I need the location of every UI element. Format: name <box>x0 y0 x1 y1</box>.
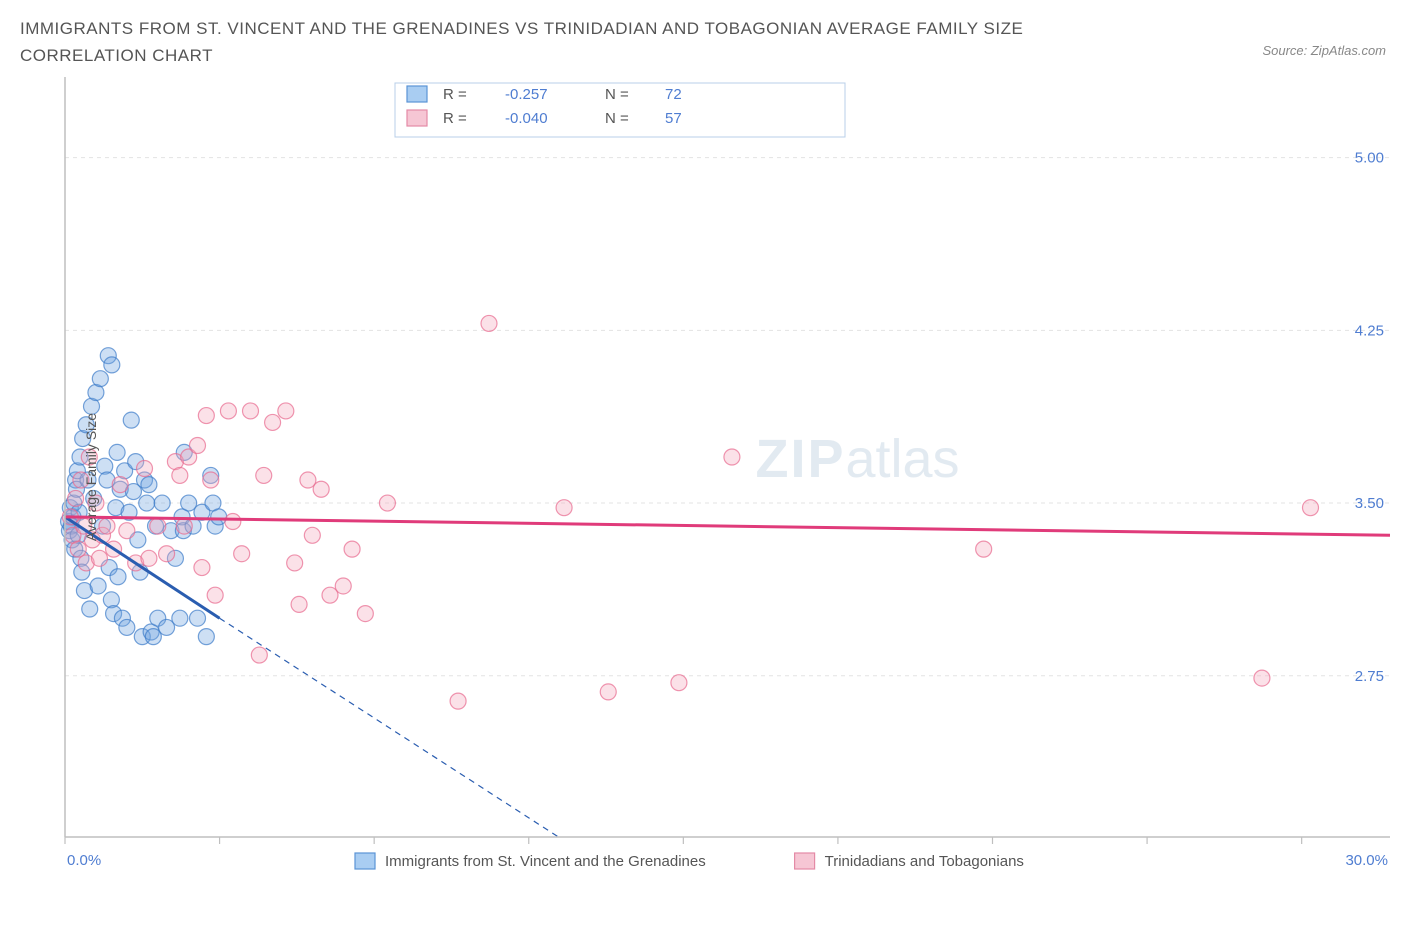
scatter-point <box>335 578 351 594</box>
scatter-point <box>68 491 84 507</box>
scatter-point <box>450 693 466 709</box>
legend-n-value: 72 <box>665 86 682 103</box>
chart-container: Average Family Size 2.75 3.50 4.25 5.00 ZIPa… <box>55 77 1386 877</box>
scatter-point <box>344 541 360 557</box>
scatter-point <box>198 629 214 645</box>
scatter-point <box>190 611 206 627</box>
scatter-point <box>724 449 740 465</box>
scatter-point <box>1303 500 1319 516</box>
scatter-point <box>198 408 214 424</box>
scatter-point <box>287 555 303 571</box>
legend-swatch <box>407 110 427 126</box>
scatter-point <box>556 500 572 516</box>
scatter-point <box>172 611 188 627</box>
legend-series-label: Trinidadians and Tobagonians <box>825 853 1024 870</box>
trend-line <box>65 517 1390 535</box>
scatter-point <box>671 675 687 691</box>
scatter-point <box>234 546 250 562</box>
scatter-point <box>225 514 241 530</box>
legend-r-label: R = <box>443 86 467 103</box>
scatter-point <box>194 560 210 576</box>
scatter-point <box>139 495 155 511</box>
legend-r-label: R = <box>443 110 467 127</box>
legend-r-value: -0.040 <box>505 110 548 127</box>
source-credit: Source: ZipAtlas.com <box>1262 43 1386 58</box>
scatter-point <box>123 413 139 429</box>
legend-swatch <box>355 853 375 869</box>
y-tick-label: 3.50 <box>1355 495 1384 512</box>
scatter-point <box>119 523 135 539</box>
y-axis-label: Average Family Size <box>83 413 99 541</box>
scatter-point <box>481 316 497 332</box>
scatter-point <box>220 403 236 419</box>
scatter-point <box>304 528 320 544</box>
scatter-point <box>600 684 616 700</box>
scatter-point <box>92 371 108 387</box>
scatter-point <box>379 495 395 511</box>
scatter-point <box>256 468 272 484</box>
watermark: ZIPatlas <box>755 429 959 489</box>
scatter-point <box>172 468 188 484</box>
scatter-point <box>104 357 120 373</box>
trend-extrapolation <box>220 619 559 838</box>
legend-n-label: N = <box>605 110 629 127</box>
scatter-point <box>141 477 157 493</box>
scatter-point <box>243 403 259 419</box>
scatter-point <box>154 495 170 511</box>
scatter-point <box>1254 670 1270 686</box>
chart-header: IMMIGRANTS FROM ST. VINCENT AND THE GREN… <box>20 15 1386 69</box>
scatter-point <box>976 541 992 557</box>
scatter-point <box>141 551 157 567</box>
x-tick-label: 30.0% <box>1345 852 1388 869</box>
scatter-point <box>109 445 125 461</box>
scatter-point <box>176 518 192 534</box>
legend-n-label: N = <box>605 86 629 103</box>
scatter-point <box>207 588 223 604</box>
scatter-point <box>278 403 294 419</box>
scatter-point <box>150 518 166 534</box>
y-tick-label: 2.75 <box>1355 668 1384 685</box>
legend-series-label: Immigrants from St. Vincent and the Gren… <box>385 853 706 870</box>
scatter-point <box>112 477 128 493</box>
scatter-point <box>82 601 98 617</box>
scatter-point <box>99 518 115 534</box>
scatter-point <box>110 569 126 585</box>
scatter-point <box>159 546 175 562</box>
legend-swatch <box>407 86 427 102</box>
legend-swatch <box>795 853 815 869</box>
scatter-point <box>251 647 267 663</box>
legend-n-value: 57 <box>665 110 682 127</box>
scatter-point <box>137 461 153 477</box>
scatter-point <box>119 620 135 636</box>
scatter-point <box>190 438 206 454</box>
scatter-point <box>265 415 281 431</box>
scatter-point <box>291 597 307 613</box>
correlation-scatter-chart: 2.75 3.50 4.25 5.00 ZIPatlas 0.0% 30.0% R = -0.2… <box>55 77 1390 877</box>
y-tick-label: 4.25 <box>1355 323 1384 340</box>
scatter-point <box>90 578 106 594</box>
chart-title: IMMIGRANTS FROM ST. VINCENT AND THE GREN… <box>20 15 1120 69</box>
scatter-point <box>357 606 373 622</box>
y-tick-label: 5.00 <box>1355 150 1384 167</box>
scatter-point <box>203 472 219 488</box>
legend-r-value: -0.257 <box>505 86 548 103</box>
scatter-point <box>313 482 329 498</box>
scatter-point <box>91 551 107 567</box>
x-tick-label: 0.0% <box>67 852 101 869</box>
